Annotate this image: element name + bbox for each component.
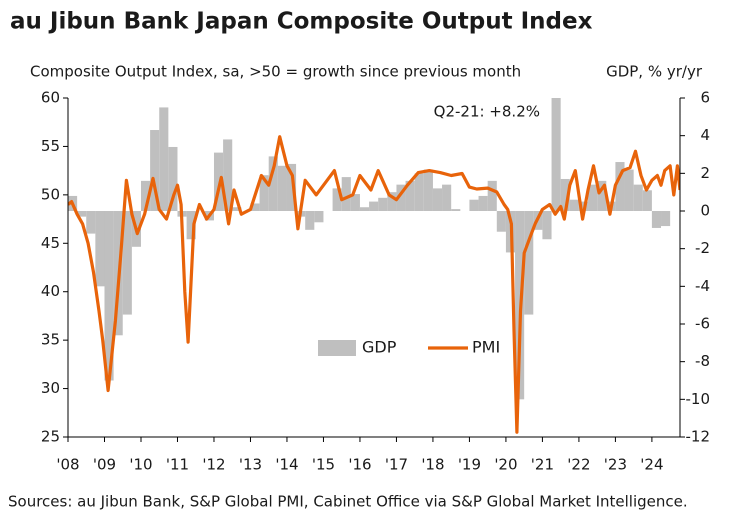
x-tick-label: '16 bbox=[348, 456, 371, 474]
gdp-bar bbox=[624, 169, 634, 211]
gdp-bar bbox=[213, 152, 224, 211]
gdp-bar bbox=[378, 197, 388, 211]
y-tick-label: 45 bbox=[41, 234, 60, 252]
gdp-bar bbox=[551, 98, 561, 211]
gdp-bar bbox=[95, 211, 105, 287]
gdp-bar bbox=[478, 195, 488, 211]
gdp-bar bbox=[396, 184, 406, 211]
plot bbox=[68, 98, 680, 434]
gdp-bar bbox=[168, 146, 178, 211]
x-tick-label: '24 bbox=[640, 456, 663, 474]
gdp-bar bbox=[487, 180, 497, 211]
x-tick-label: '10 bbox=[129, 456, 152, 474]
x-tick-label: '20 bbox=[494, 456, 517, 474]
legend-label: GDP bbox=[362, 338, 397, 357]
gdp-bar bbox=[268, 156, 278, 211]
y2-tick-label: -12 bbox=[686, 428, 711, 446]
gdp-bar bbox=[305, 211, 315, 230]
gdp-bar bbox=[314, 211, 324, 223]
gdp-bar bbox=[615, 162, 625, 211]
y2-tick-label: -10 bbox=[686, 390, 711, 408]
x-tick-label: '23 bbox=[604, 456, 627, 474]
legend-swatch bbox=[318, 340, 356, 356]
gdp-bar bbox=[369, 201, 379, 211]
y2-tick-label: 6 bbox=[700, 89, 710, 107]
x-tick-label: '19 bbox=[458, 456, 481, 474]
y2-tick-label: -4 bbox=[695, 277, 710, 295]
y-tick-label: 30 bbox=[41, 379, 60, 397]
gdp-bar bbox=[524, 211, 534, 315]
y2-tick-label: 4 bbox=[700, 126, 710, 144]
gdp-bar bbox=[442, 184, 452, 211]
gdp-bar bbox=[560, 178, 570, 211]
gdp-bar bbox=[86, 211, 96, 234]
gdp-bar bbox=[432, 188, 443, 211]
y2-axis-label: GDP, % yr/yr bbox=[606, 63, 703, 81]
gdp-bar bbox=[405, 180, 415, 211]
pmi-line bbox=[68, 135, 680, 434]
gdp-bar bbox=[286, 163, 297, 211]
gdp-bar bbox=[469, 199, 479, 211]
x-tick-label: '12 bbox=[202, 456, 225, 474]
y2-tick-label: 2 bbox=[700, 164, 710, 182]
x-tick-label: '09 bbox=[93, 456, 116, 474]
y-tick-label: 35 bbox=[41, 331, 60, 349]
gdp-bar bbox=[232, 207, 242, 211]
gdp-bar bbox=[223, 139, 233, 211]
gdp-bar bbox=[277, 165, 287, 211]
annotation: Q2-21: +8.2% bbox=[434, 103, 540, 121]
gdp-bar bbox=[332, 188, 342, 211]
y2-tick-label: -6 bbox=[695, 315, 710, 333]
gdp-bar bbox=[250, 203, 260, 211]
gdp-bar bbox=[140, 180, 151, 211]
x-tick-label: '18 bbox=[421, 456, 444, 474]
legend-label: PMI bbox=[472, 338, 500, 357]
y-tick-label: 25 bbox=[41, 428, 60, 446]
x-tick-label: '15 bbox=[312, 456, 335, 474]
gdp-bar bbox=[259, 175, 269, 211]
y2-tick-label: -8 bbox=[695, 352, 710, 370]
gdp-bar bbox=[423, 169, 433, 211]
gdp-bar bbox=[387, 192, 397, 211]
gdp-bar bbox=[159, 107, 169, 211]
gdp-bar bbox=[661, 211, 671, 227]
gdp-bar bbox=[122, 211, 132, 315]
x-tick-label: '22 bbox=[567, 456, 590, 474]
y-tick-label: 40 bbox=[41, 282, 60, 300]
y-tick-label: 55 bbox=[41, 137, 60, 155]
gdp-bar bbox=[341, 177, 351, 211]
x-tick-label: '08 bbox=[56, 456, 79, 474]
y2-tick-label: -2 bbox=[695, 239, 710, 257]
source: Sources: au Jibun Bank, S&P Global PMI, … bbox=[8, 493, 688, 511]
gdp-bar bbox=[186, 211, 196, 240]
gdp-bar bbox=[77, 211, 87, 217]
gdp-bar bbox=[597, 180, 607, 211]
y-tick-label: 50 bbox=[41, 185, 60, 203]
chart-title: au Jibun Bank Japan Composite Output Ind… bbox=[10, 9, 593, 35]
x-tick-label: '11 bbox=[166, 456, 189, 474]
gdp-bar bbox=[569, 199, 579, 211]
subtitle: Composite Output Index, sa, >50 = growth… bbox=[30, 63, 521, 81]
gdp-bar bbox=[642, 190, 652, 211]
gdp-bar bbox=[542, 211, 552, 240]
gdp-bar bbox=[451, 209, 461, 211]
gdp-bar bbox=[496, 211, 506, 232]
gdp-bar bbox=[633, 184, 643, 211]
x-tick-label: '14 bbox=[275, 456, 298, 474]
y-tick-label: 60 bbox=[41, 89, 60, 107]
gdp-bar bbox=[359, 207, 370, 211]
x-tick-label: '13 bbox=[239, 456, 262, 474]
y2-tick-label: 0 bbox=[700, 202, 710, 220]
gdp-bar bbox=[588, 184, 598, 211]
gdp-bar bbox=[350, 194, 360, 211]
gdp-bar bbox=[150, 130, 160, 211]
gdp-bar bbox=[651, 211, 662, 228]
x-tick-label: '17 bbox=[385, 456, 408, 474]
x-tick-label: '21 bbox=[531, 456, 554, 474]
gdp-bar bbox=[414, 173, 424, 211]
gdp-bar bbox=[104, 211, 114, 381]
